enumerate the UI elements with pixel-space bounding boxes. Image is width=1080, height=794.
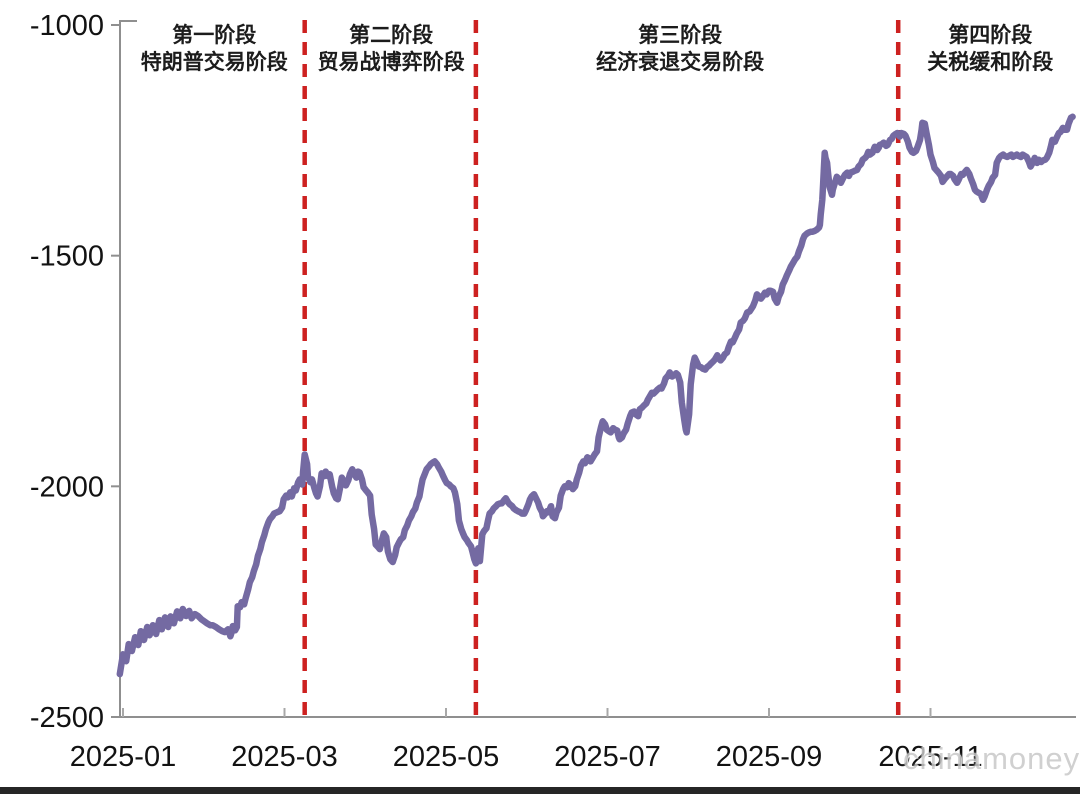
- y-tick-label: -1500: [30, 241, 104, 273]
- chinamoney-watermark: chinamoney: [903, 741, 1080, 776]
- series-line: [116, 113, 1076, 678]
- bottom-border-strip: [0, 787, 1080, 794]
- phase-2-title: 第二阶段: [349, 23, 434, 47]
- x-tick-label: 2025-11: [878, 741, 982, 773]
- phase-1-subtitle: 特朗普交易阶段: [140, 50, 288, 74]
- y-tick-label: -2500: [30, 702, 104, 734]
- phase-3-annotation: 第三阶段 经济衰退交易阶段: [596, 22, 764, 76]
- phase-3-title: 第三阶段: [638, 23, 723, 47]
- x-tick-label: 2025-07: [554, 741, 660, 773]
- phase-4-subtitle: 关税缓和阶段: [927, 50, 1054, 74]
- phase-4-annotation: 第四阶段 关税缓和阶段: [927, 22, 1053, 76]
- y-tick-label: -2000: [30, 471, 104, 503]
- y-tick-label: -1000: [30, 10, 104, 42]
- phase-1-annotation: 第一阶段 特朗普交易阶段: [141, 22, 288, 76]
- x-tick-label: 2025-05: [393, 741, 499, 773]
- phase-4-title: 第四阶段: [948, 23, 1033, 47]
- phase-3-subtitle: 经济衰退交易阶段: [596, 50, 765, 74]
- phase-2-subtitle: 贸易战博弈阶段: [317, 50, 465, 74]
- x-tick-label: 2025-09: [716, 741, 822, 773]
- x-tick-label: 2025-01: [70, 741, 176, 773]
- x-tick-label: 2025-03: [231, 741, 337, 773]
- phase-1-title: 第一阶段: [172, 23, 257, 47]
- phase-2-annotation: 第二阶段 贸易战博弈阶段: [318, 22, 465, 76]
